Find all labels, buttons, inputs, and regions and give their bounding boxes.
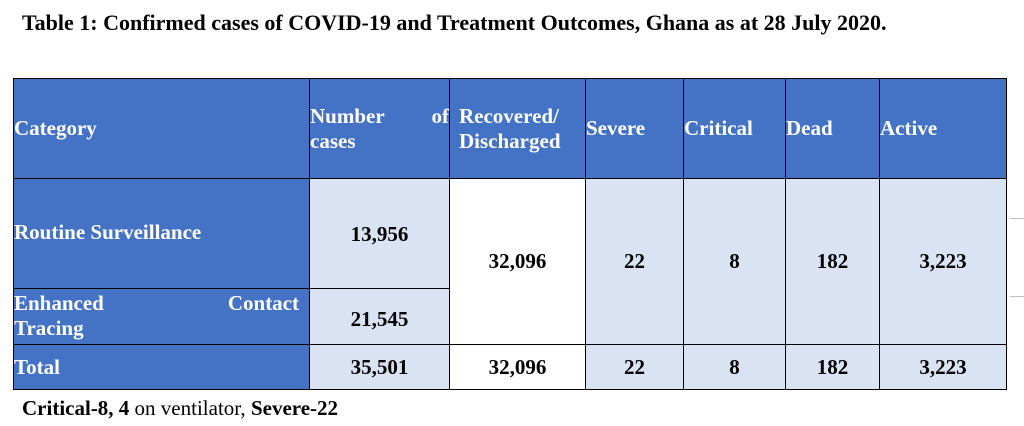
- header-number-of-cases: Number of cases: [309, 78, 450, 179]
- header-active: Active: [879, 78, 1007, 179]
- header-recovered: Recovered/ Discharged: [449, 78, 586, 179]
- enhanced-cases: 21,545: [309, 288, 450, 345]
- header-cases-word-number: Number of: [310, 103, 449, 128]
- merged-critical: 8: [683, 178, 786, 345]
- header-cases-line2: cases: [310, 128, 356, 153]
- total-severe: 22: [585, 344, 684, 390]
- side-divider-line: [1010, 218, 1024, 219]
- enhanced-contact-tracing-label: Enhanced Contact Tracing: [13, 288, 310, 345]
- merged-recovered: 32,096: [449, 178, 586, 345]
- total-dead: 182: [785, 344, 880, 390]
- header-recovered-line2: Discharged: [459, 128, 561, 153]
- enhanced-label-line2: Tracing: [14, 316, 84, 340]
- merged-dead: 182: [785, 178, 880, 345]
- total-critical: 8: [683, 344, 786, 390]
- header-row: Category Number of cases Recovered/ Disc…: [13, 78, 1007, 179]
- header-category: Category: [13, 78, 310, 179]
- footnote-severe: Severe-22: [250, 396, 339, 420]
- total-label: Total: [13, 344, 310, 390]
- total-active: 3,223: [879, 344, 1007, 390]
- total-recovered: 32,096: [449, 344, 586, 390]
- enhanced-label-word1: Enhanced: [14, 291, 104, 315]
- total-cases: 35,501: [309, 344, 450, 390]
- table-row-routine: Routine Surveillance 13,956 32,096 22 8 …: [13, 178, 1007, 345]
- footnote: Critical-8, 4 on ventilator, Severe-22: [22, 396, 338, 421]
- routine-cases: 13,956: [309, 178, 450, 289]
- footnote-ventilator-count: 4: [118, 396, 130, 420]
- merged-active: 3,223: [879, 178, 1007, 345]
- footnote-critical: Critical-8,: [22, 396, 114, 420]
- header-critical: Critical: [683, 78, 786, 179]
- covid-table: Category Number of cases Recovered/ Disc…: [13, 78, 1007, 390]
- side-divider-line: [1010, 296, 1024, 297]
- header-recovered-line1: Recovered/: [459, 103, 559, 128]
- header-dead: Dead: [785, 78, 880, 179]
- table-row-total: Total 35,501 32,096 22 8 182 3,223: [13, 344, 1007, 390]
- enhanced-label-word2: Contact: [227, 291, 299, 315]
- footnote-ventilator-text: on ventilator,: [129, 396, 246, 420]
- merged-severe: 22: [585, 178, 684, 345]
- header-severe: Severe: [585, 78, 684, 179]
- table-row-enhanced: Enhanced Contact Tracing 21,545: [13, 288, 1007, 345]
- routine-surveillance-label: Routine Surveillance: [13, 178, 310, 289]
- table-title: Table 1: Confirmed cases of COVID-19 and…: [22, 10, 887, 35]
